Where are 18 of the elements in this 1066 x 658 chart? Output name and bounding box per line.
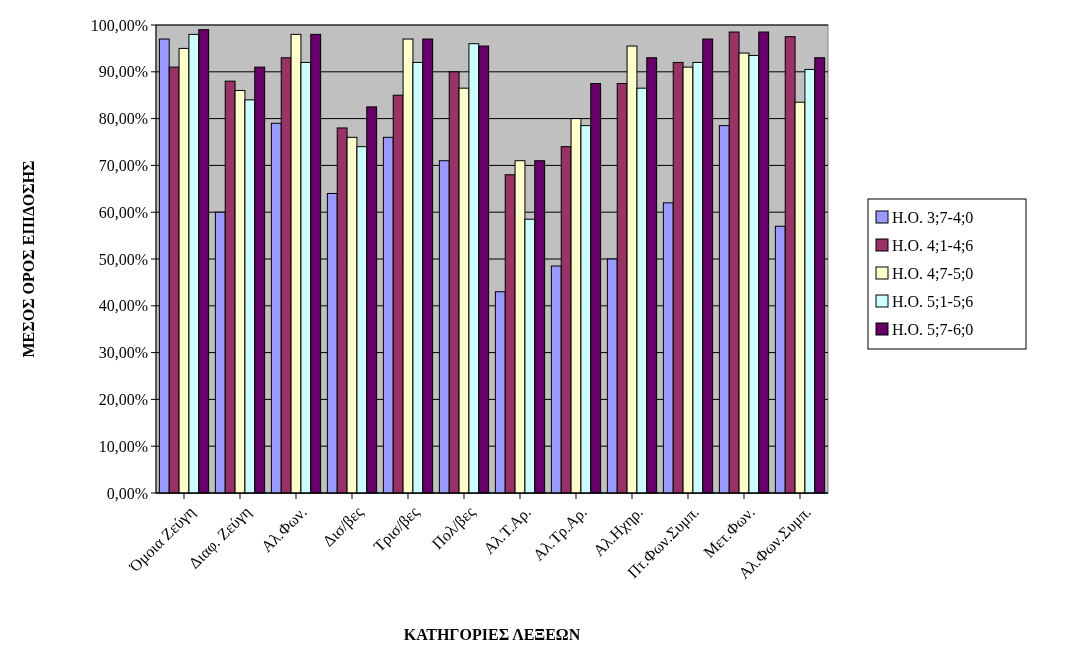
y-tick-label: 80,00% <box>98 110 148 128</box>
y-tick-label: 50,00% <box>98 250 148 268</box>
y-tick-label: 90,00% <box>98 63 148 81</box>
legend-label: Η.Ο. 5;1-5;6 <box>892 292 974 310</box>
y-tick-label: 40,00% <box>98 297 148 315</box>
legend-label: Η.Ο. 3;7-4;0 <box>892 208 974 226</box>
y-tick-label: 20,00% <box>98 391 148 408</box>
y-tick-label: 30,00% <box>98 344 148 362</box>
x-axis-title: ΚΑΤΗΓΟΡΙΕΣ ΛΕΞΕΩΝ <box>403 626 581 643</box>
y-tick-label: 10,00% <box>98 437 148 455</box>
y-tick-label: 70,00% <box>98 157 148 174</box>
y-axis-title: ΜΕΣΟΣ ΟΡΟΣ ΕΠΙΔΟΣΗΣ <box>20 160 37 358</box>
y-tick-label: 100,00% <box>90 16 148 34</box>
y-tick-label: 0,00% <box>106 484 148 502</box>
y-tick-label: 60,00% <box>98 203 148 221</box>
legend-label: Η.Ο. 4;1-4;6 <box>892 236 974 254</box>
legend-label: Η.Ο. 4;7-5;0 <box>892 264 974 282</box>
legend-label: Η.Ο. 5;7-6;0 <box>892 320 974 338</box>
